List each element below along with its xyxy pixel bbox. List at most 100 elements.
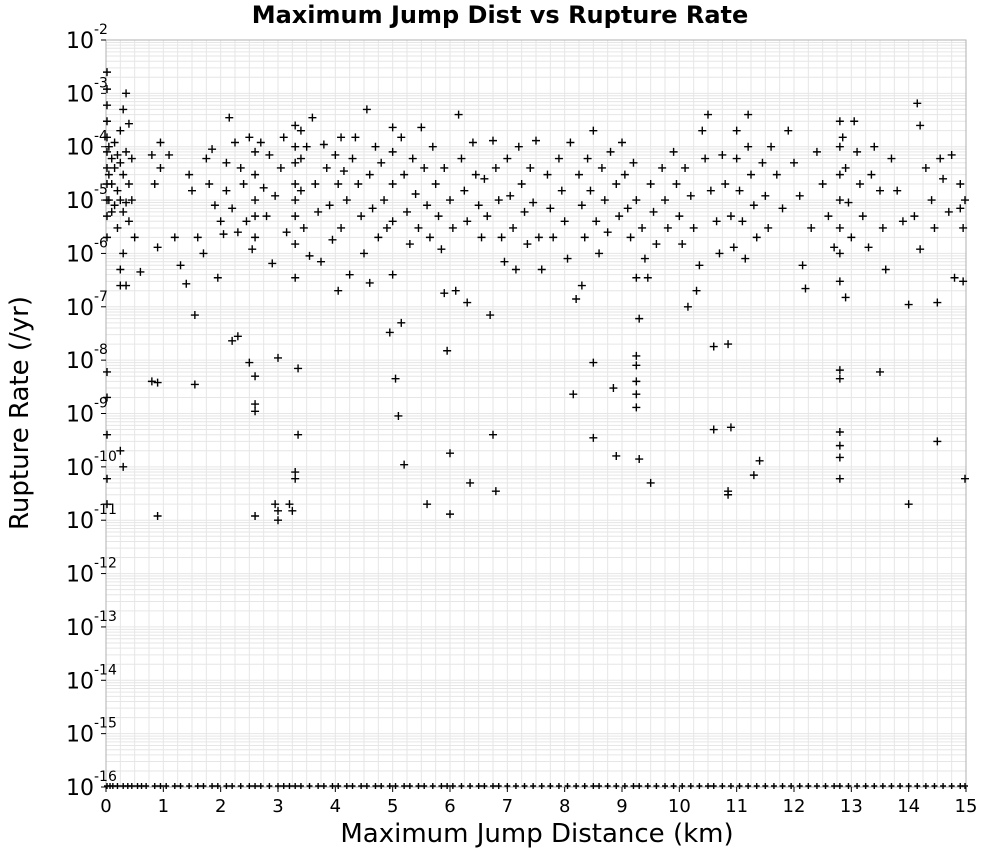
floor-data-point [421,783,428,789]
data-point [233,228,242,237]
floor-data-point [564,783,571,789]
floor-data-point [143,783,150,789]
floor-data-point [406,783,413,789]
data-point [116,196,125,205]
data-point [640,254,649,263]
data-point [494,196,503,205]
data-point [486,311,495,320]
floor-data-point [200,783,207,789]
floor-data-point [157,783,164,789]
data-point [483,212,492,221]
floor-data-point [297,783,304,789]
data-point [569,390,578,399]
data-point [122,147,131,156]
data-point [471,170,480,179]
data-point [835,142,844,151]
data-point [385,328,394,337]
data-point [523,240,532,249]
data-point [291,240,300,249]
data-point [778,204,787,213]
floor-data-point [363,783,370,789]
data-point [228,336,237,345]
data-point [251,170,260,179]
data-point [446,510,454,519]
data-point [855,180,864,189]
data-point [726,212,735,221]
data-point [491,487,500,496]
floor-data-point [547,783,554,789]
data-point [388,123,397,132]
floor-data-point [257,783,264,789]
data-point [463,217,472,226]
data-point [841,293,850,302]
floor-data-point [662,783,668,789]
data-point [755,456,764,465]
data-point [752,233,761,242]
data-point [434,212,443,221]
floor-data-point [596,783,603,789]
floor-data-point [237,783,244,789]
data-point [271,500,280,509]
data-point [119,249,128,258]
data-point [103,85,111,94]
data-point [744,142,753,151]
data-point [695,261,704,270]
floor-data-point [467,783,474,789]
data-point [136,267,145,276]
data-point [661,196,669,205]
floor-data-point [292,783,299,789]
data-point [411,189,420,198]
y-tick-label: 10-10 [66,449,117,481]
data-point [638,223,647,232]
data-point [302,142,311,151]
y-tick-label: 10-14 [66,662,117,694]
data-point [933,298,942,307]
data-point [446,196,454,205]
data-point [534,233,543,242]
data-point [626,233,635,242]
data-point [709,425,718,434]
data-point [103,233,111,242]
data-point [658,163,667,172]
chart-title: Maximum Jump Dist vs Rupture Rate [252,1,749,29]
data-point [400,460,409,469]
data-point [236,163,245,172]
data-point [437,245,446,254]
data-point [678,240,687,249]
floor-data-point [796,783,803,789]
data-point [589,126,598,135]
data-point [738,217,747,226]
data-point [245,358,254,367]
floor-data-point [530,783,537,789]
data-point [566,138,575,147]
data-point [712,217,721,226]
y-tick-label: 10-11 [66,502,117,534]
data-point [867,170,876,179]
data-point [509,223,518,232]
data-point [265,150,274,159]
data-point [382,223,391,232]
floor-data-point [194,783,201,789]
data-point [425,233,434,242]
floor-data-point [209,783,216,789]
floor-data-point [679,783,686,789]
data-point [431,180,440,189]
data-point [632,351,641,360]
data-point [689,223,698,232]
data-point [497,233,506,242]
data-point [156,163,165,172]
floor-data-point [636,783,643,789]
data-point [124,180,133,189]
data-point [961,196,969,205]
x-tick-label: 12 [783,796,806,817]
data-point [961,474,969,483]
floor-data-point [151,783,158,789]
data-point [319,140,328,149]
floor-data-point [378,783,385,789]
data-point [615,212,624,221]
data-point [956,204,965,213]
floor-data-point [252,783,259,789]
data-point [724,340,733,349]
data-point [609,384,618,393]
data-point [317,257,325,266]
